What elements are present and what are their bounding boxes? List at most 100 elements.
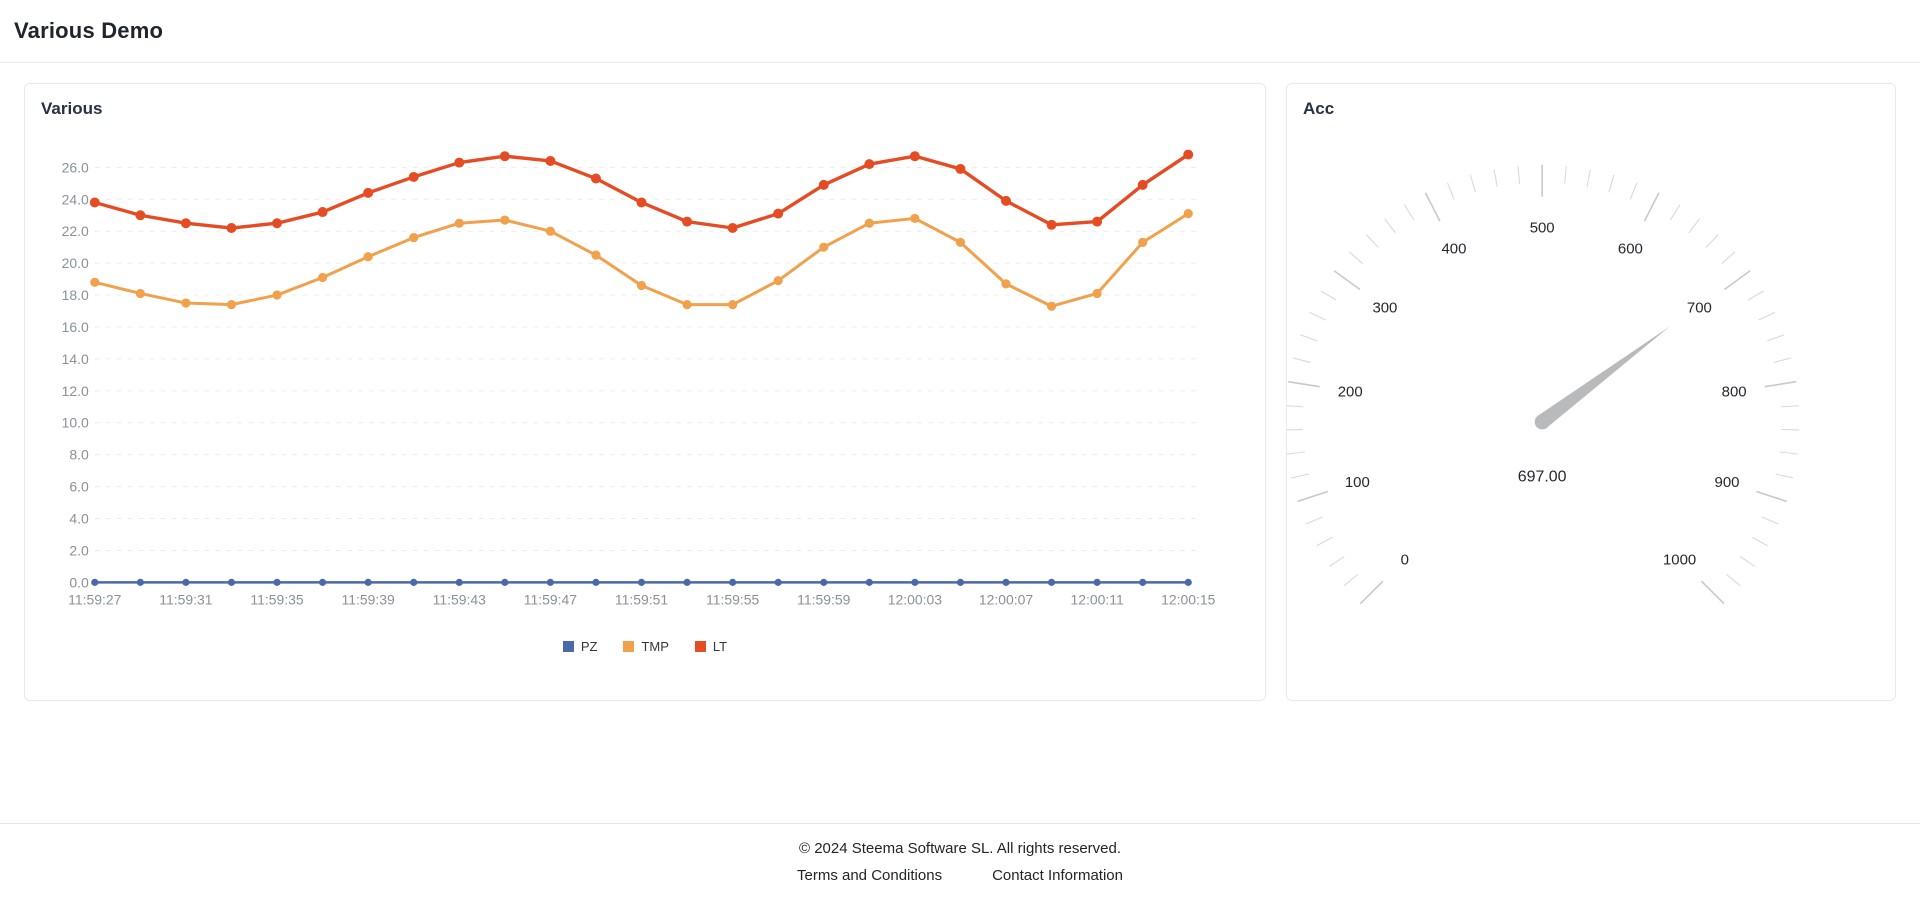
- tmp-data-point[interactable]: [90, 277, 100, 287]
- card-various-chart: Various 0.0 2.0 4.0 6.0 8.0 10.0 12.0 14.0 16.0 1…: [24, 83, 1266, 701]
- tmp-data-point[interactable]: [181, 298, 191, 308]
- x-axis-tick-label: 11:59:31: [159, 591, 212, 607]
- page-title: Various Demo: [14, 18, 164, 43]
- x-axis-tick-label: 11:59:51: [615, 591, 668, 607]
- pz-data-point[interactable]: [592, 578, 600, 586]
- pz-data-point[interactable]: [820, 578, 828, 586]
- tmp-data-point[interactable]: [454, 218, 464, 228]
- y-axis-tick-label: 4.0: [69, 511, 89, 527]
- tmp-data-point[interactable]: [318, 272, 328, 283]
- tmp-data-point[interactable]: [1138, 237, 1148, 247]
- tmp-data-point[interactable]: [500, 215, 510, 225]
- lt-data-point[interactable]: [818, 179, 829, 190]
- pz-data-point[interactable]: [774, 578, 782, 586]
- pz-data-point[interactable]: [1139, 578, 1147, 586]
- tmp-data-point[interactable]: [955, 237, 966, 247]
- tmp-data-point[interactable]: [1001, 279, 1011, 289]
- tmp-data-point[interactable]: [728, 300, 738, 310]
- lt-data-point[interactable]: [272, 218, 283, 229]
- terms-and-conditions-link[interactable]: Terms and Conditions: [797, 867, 943, 884]
- lt-data-point[interactable]: [89, 197, 100, 208]
- series-line-tmp[interactable]: [93, 212, 1190, 308]
- tmp-data-point[interactable]: [819, 242, 829, 252]
- pz-data-point[interactable]: [729, 578, 737, 586]
- legend-swatch-icon: [623, 641, 635, 652]
- tmp-data-point[interactable]: [135, 288, 145, 299]
- gauge-minor-tick: [1781, 428, 1800, 431]
- tmp-data-point[interactable]: [272, 290, 282, 300]
- tmp-data-point[interactable]: [226, 300, 237, 310]
- lt-data-point[interactable]: [226, 223, 237, 233]
- lt-data-point[interactable]: [545, 155, 556, 166]
- pz-data-point[interactable]: [1184, 578, 1192, 586]
- lt-data-point[interactable]: [135, 210, 146, 221]
- lt-data-point[interactable]: [1092, 216, 1103, 227]
- pz-data-point[interactable]: [91, 578, 99, 586]
- pz-data-point[interactable]: [273, 578, 281, 586]
- pz-data-point[interactable]: [501, 578, 509, 586]
- pz-data-point[interactable]: [1047, 578, 1056, 586]
- line-chart-svg[interactable]: 0.0 2.0 4.0 6.0 8.0 10.0 12.0 14.0 16.0 18.0 20.0 2…: [25, 84, 1265, 700]
- gauge-svg[interactable]: 0 100 200 300 400 500 600 700 800 900 1000 697.00: [1287, 84, 1895, 700]
- lt-data-point[interactable]: [1001, 195, 1011, 206]
- lt-data-point[interactable]: [909, 151, 920, 162]
- tmp-data-point[interactable]: [363, 252, 373, 262]
- lt-data-point[interactable]: [1046, 219, 1057, 230]
- lt-data-point[interactable]: [727, 223, 738, 233]
- pz-data-point[interactable]: [683, 578, 691, 586]
- contact-information-link[interactable]: Contact Information: [992, 867, 1123, 884]
- lt-data-point[interactable]: [454, 157, 465, 168]
- tmp-data-point[interactable]: [1046, 301, 1057, 311]
- series-line-lt[interactable]: [93, 152, 1190, 230]
- legend-item-tmp[interactable]: TMP: [623, 639, 669, 654]
- lt-data-point[interactable]: [363, 187, 374, 198]
- tmp-data-point[interactable]: [1183, 209, 1193, 219]
- tmp-data-point[interactable]: [409, 232, 419, 243]
- pz-data-point[interactable]: [1002, 578, 1010, 586]
- pz-data-point[interactable]: [1093, 578, 1101, 586]
- gauge-tick-label: 200: [1338, 383, 1363, 400]
- lt-data-point[interactable]: [1137, 179, 1148, 190]
- gauge-minor-tick: [1403, 204, 1415, 221]
- lt-data-point[interactable]: [955, 163, 966, 174]
- lt-data-point[interactable]: [864, 159, 875, 170]
- legend-item-lt[interactable]: LT: [694, 639, 727, 654]
- tmp-data-point[interactable]: [636, 280, 647, 291]
- gauge-minor-tick: [1767, 334, 1785, 342]
- tmp-data-point[interactable]: [864, 218, 874, 228]
- pz-data-point[interactable]: [956, 578, 965, 586]
- tmp-data-point[interactable]: [910, 213, 920, 224]
- lt-data-point[interactable]: [408, 171, 419, 182]
- gauge-minor-tick: [1469, 174, 1476, 193]
- gauge-major-tick: [1288, 380, 1320, 388]
- gauge-major-tick: [1297, 490, 1329, 503]
- tmp-data-point[interactable]: [545, 226, 555, 236]
- tmp-data-point[interactable]: [591, 250, 601, 260]
- pz-data-point[interactable]: [364, 578, 372, 586]
- gauge-minor-tick: [1608, 174, 1615, 193]
- lt-data-point[interactable]: [590, 173, 601, 184]
- tmp-data-point[interactable]: [1092, 288, 1102, 299]
- tmp-data-point[interactable]: [773, 276, 783, 286]
- legend-item-pz[interactable]: PZ: [562, 639, 597, 654]
- lt-data-point[interactable]: [317, 207, 328, 218]
- tmp-data-point[interactable]: [682, 300, 692, 310]
- gauge-minor-tick: [1365, 234, 1379, 248]
- lt-data-point[interactable]: [636, 197, 647, 208]
- lt-data-point[interactable]: [682, 216, 693, 227]
- lt-data-point[interactable]: [773, 208, 784, 219]
- pz-data-point[interactable]: [637, 578, 646, 586]
- lt-data-point[interactable]: [180, 218, 191, 229]
- pz-data-point[interactable]: [319, 578, 327, 586]
- pz-data-point[interactable]: [546, 578, 554, 586]
- pz-data-point[interactable]: [227, 578, 236, 586]
- gauge-minor-tick: [1287, 405, 1304, 408]
- lt-data-point[interactable]: [1183, 149, 1194, 160]
- lt-data-point[interactable]: [499, 151, 510, 162]
- pz-data-point[interactable]: [182, 578, 190, 586]
- pz-data-point[interactable]: [911, 578, 919, 586]
- pz-data-point[interactable]: [136, 578, 144, 586]
- pz-data-point[interactable]: [410, 578, 418, 586]
- pz-data-point[interactable]: [455, 578, 463, 586]
- pz-data-point[interactable]: [865, 578, 873, 586]
